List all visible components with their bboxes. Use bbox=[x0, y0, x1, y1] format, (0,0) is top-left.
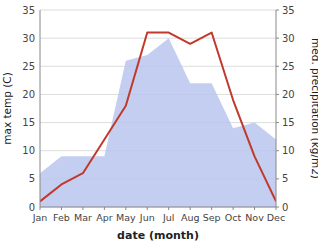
x-axis-label: date (month) bbox=[117, 229, 199, 242]
x-tick bbox=[190, 207, 191, 210]
y2-tick-label: 0 bbox=[282, 202, 288, 213]
chart: 0 5 10 15 20 25 30 35 0 5 10 15 20 25 30 35 Jan Feb Mar Apr… bbox=[0, 0, 318, 247]
y2-tick-label: 30 bbox=[282, 33, 295, 44]
x-tick bbox=[61, 207, 62, 210]
x-tick-label: Jun bbox=[139, 212, 155, 223]
y-tick-label: 0 bbox=[29, 202, 35, 213]
y2-tick-label: 10 bbox=[282, 145, 295, 156]
x-axis-line bbox=[40, 207, 276, 208]
y2-tick-label: 35 bbox=[282, 5, 295, 16]
x-tick-label: May bbox=[116, 212, 136, 223]
plot-area bbox=[40, 33, 276, 207]
y2-tick-label: 25 bbox=[282, 61, 295, 72]
y-axis-line bbox=[40, 10, 41, 207]
y-tick-label: 20 bbox=[22, 89, 35, 100]
x-tick bbox=[104, 207, 105, 210]
y-tick-label: 35 bbox=[22, 5, 35, 16]
x-tick bbox=[168, 207, 169, 210]
x-tick-label: Dec bbox=[267, 212, 285, 223]
y-tick-label: 15 bbox=[22, 117, 35, 128]
x-tick bbox=[147, 207, 148, 210]
x-tick-label: Oct bbox=[225, 212, 242, 223]
grid-line bbox=[40, 38, 276, 39]
temperature-line bbox=[40, 33, 276, 202]
x-tick-label: Jan bbox=[32, 212, 48, 223]
x-tick bbox=[254, 207, 255, 210]
x-tick bbox=[125, 207, 126, 210]
grid-line bbox=[40, 207, 276, 208]
x-tick bbox=[40, 207, 41, 210]
y-tick-label: 30 bbox=[22, 33, 35, 44]
x-tick-label: Apr bbox=[96, 212, 113, 223]
x-tick-label: Nov bbox=[245, 212, 264, 223]
x-tick-label: Aug bbox=[181, 212, 200, 223]
x-tick bbox=[233, 207, 234, 210]
y2-tick-label: 20 bbox=[282, 89, 295, 100]
x-tick bbox=[82, 207, 83, 210]
y-axis-label: max temp (C) bbox=[1, 72, 13, 145]
y-tick-label: 25 bbox=[22, 61, 35, 72]
y2-tick-label: 15 bbox=[282, 117, 295, 128]
y2-axis-label: med. precipitation (kg/m2) bbox=[310, 38, 318, 179]
x-tick-label: Feb bbox=[53, 212, 70, 223]
x-tick-label: Mar bbox=[74, 212, 92, 223]
x-tick bbox=[276, 207, 277, 210]
y-tick-label: 5 bbox=[29, 173, 35, 184]
precipitation-area bbox=[40, 38, 276, 207]
y2-tick-label: 5 bbox=[282, 173, 288, 184]
grid-line bbox=[40, 10, 276, 11]
x-tick-label: Sep bbox=[203, 212, 221, 223]
x-tick-label: Jul bbox=[162, 212, 174, 223]
x-tick bbox=[211, 207, 212, 210]
y-tick-label: 10 bbox=[22, 145, 35, 156]
y2-axis-line bbox=[276, 10, 277, 207]
